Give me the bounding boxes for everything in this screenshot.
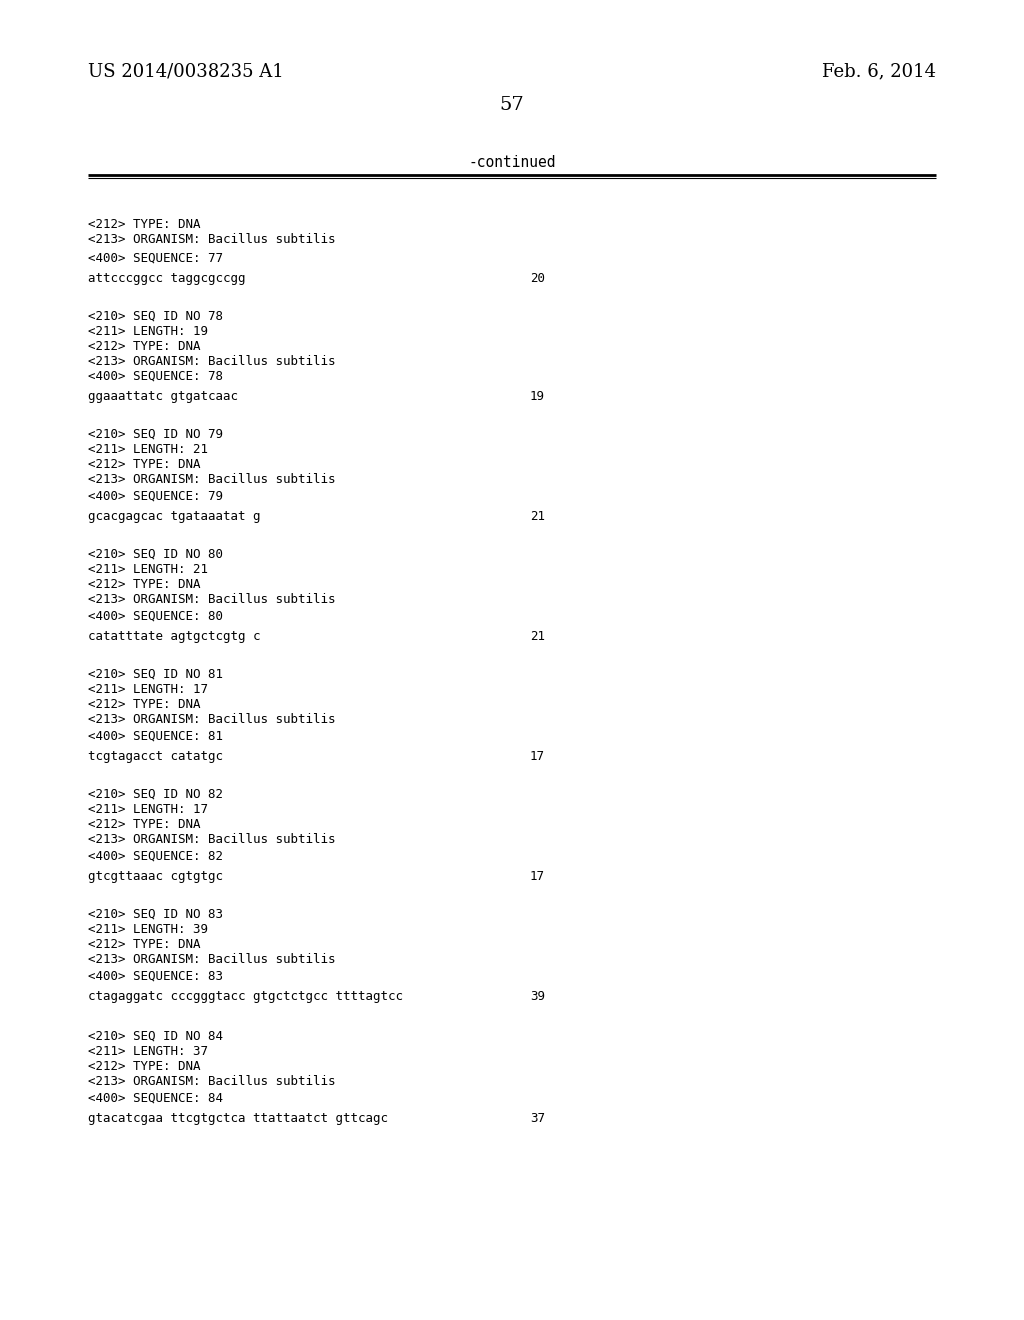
Text: <211> LENGTH: 17: <211> LENGTH: 17 [88, 803, 208, 816]
Text: attcccggcc taggcgccgg: attcccggcc taggcgccgg [88, 272, 246, 285]
Text: <212> TYPE: DNA: <212> TYPE: DNA [88, 698, 201, 711]
Text: <212> TYPE: DNA: <212> TYPE: DNA [88, 939, 201, 950]
Text: <400> SEQUENCE: 77: <400> SEQUENCE: 77 [88, 252, 223, 265]
Text: <213> ORGANISM: Bacillus subtilis: <213> ORGANISM: Bacillus subtilis [88, 234, 336, 246]
Text: 17: 17 [530, 750, 545, 763]
Text: <210> SEQ ID NO 81: <210> SEQ ID NO 81 [88, 668, 223, 681]
Text: <210> SEQ ID NO 83: <210> SEQ ID NO 83 [88, 908, 223, 921]
Text: <400> SEQUENCE: 84: <400> SEQUENCE: 84 [88, 1092, 223, 1105]
Text: gcacgagcac tgataaatat g: gcacgagcac tgataaatat g [88, 510, 260, 523]
Text: <210> SEQ ID NO 79: <210> SEQ ID NO 79 [88, 428, 223, 441]
Text: <212> TYPE: DNA: <212> TYPE: DNA [88, 578, 201, 591]
Text: <212> TYPE: DNA: <212> TYPE: DNA [88, 218, 201, 231]
Text: tcgtagacct catatgc: tcgtagacct catatgc [88, 750, 223, 763]
Text: <213> ORGANISM: Bacillus subtilis: <213> ORGANISM: Bacillus subtilis [88, 713, 336, 726]
Text: <211> LENGTH: 21: <211> LENGTH: 21 [88, 444, 208, 455]
Text: <211> LENGTH: 19: <211> LENGTH: 19 [88, 325, 208, 338]
Text: <211> LENGTH: 39: <211> LENGTH: 39 [88, 923, 208, 936]
Text: US 2014/0038235 A1: US 2014/0038235 A1 [88, 62, 284, 81]
Text: <400> SEQUENCE: 81: <400> SEQUENCE: 81 [88, 730, 223, 743]
Text: <213> ORGANISM: Bacillus subtilis: <213> ORGANISM: Bacillus subtilis [88, 355, 336, 368]
Text: ggaaattatc gtgatcaac: ggaaattatc gtgatcaac [88, 389, 238, 403]
Text: <211> LENGTH: 37: <211> LENGTH: 37 [88, 1045, 208, 1059]
Text: <400> SEQUENCE: 82: <400> SEQUENCE: 82 [88, 850, 223, 863]
Text: gtacatcgaa ttcgtgctca ttattaatct gttcagc: gtacatcgaa ttcgtgctca ttattaatct gttcagc [88, 1111, 388, 1125]
Text: <400> SEQUENCE: 83: <400> SEQUENCE: 83 [88, 970, 223, 983]
Text: <213> ORGANISM: Bacillus subtilis: <213> ORGANISM: Bacillus subtilis [88, 833, 336, 846]
Text: catatttate agtgctcgtg c: catatttate agtgctcgtg c [88, 630, 260, 643]
Text: <213> ORGANISM: Bacillus subtilis: <213> ORGANISM: Bacillus subtilis [88, 473, 336, 486]
Text: -continued: -continued [468, 154, 556, 170]
Text: ctagaggatc cccgggtacc gtgctctgcc ttttagtcc: ctagaggatc cccgggtacc gtgctctgcc ttttagt… [88, 990, 403, 1003]
Text: <212> TYPE: DNA: <212> TYPE: DNA [88, 818, 201, 832]
Text: <210> SEQ ID NO 78: <210> SEQ ID NO 78 [88, 310, 223, 323]
Text: 21: 21 [530, 630, 545, 643]
Text: <400> SEQUENCE: 80: <400> SEQUENCE: 80 [88, 610, 223, 623]
Text: 17: 17 [530, 870, 545, 883]
Text: <400> SEQUENCE: 79: <400> SEQUENCE: 79 [88, 490, 223, 503]
Text: 37: 37 [530, 1111, 545, 1125]
Text: 39: 39 [530, 990, 545, 1003]
Text: <213> ORGANISM: Bacillus subtilis: <213> ORGANISM: Bacillus subtilis [88, 1074, 336, 1088]
Text: <212> TYPE: DNA: <212> TYPE: DNA [88, 458, 201, 471]
Text: 57: 57 [500, 96, 524, 114]
Text: <210> SEQ ID NO 82: <210> SEQ ID NO 82 [88, 788, 223, 801]
Text: <400> SEQUENCE: 78: <400> SEQUENCE: 78 [88, 370, 223, 383]
Text: <211> LENGTH: 21: <211> LENGTH: 21 [88, 564, 208, 576]
Text: <213> ORGANISM: Bacillus subtilis: <213> ORGANISM: Bacillus subtilis [88, 953, 336, 966]
Text: <212> TYPE: DNA: <212> TYPE: DNA [88, 341, 201, 352]
Text: <212> TYPE: DNA: <212> TYPE: DNA [88, 1060, 201, 1073]
Text: <211> LENGTH: 17: <211> LENGTH: 17 [88, 682, 208, 696]
Text: gtcgttaaac cgtgtgc: gtcgttaaac cgtgtgc [88, 870, 223, 883]
Text: 19: 19 [530, 389, 545, 403]
Text: Feb. 6, 2014: Feb. 6, 2014 [822, 62, 936, 81]
Text: <210> SEQ ID NO 84: <210> SEQ ID NO 84 [88, 1030, 223, 1043]
Text: 20: 20 [530, 272, 545, 285]
Text: <210> SEQ ID NO 80: <210> SEQ ID NO 80 [88, 548, 223, 561]
Text: <213> ORGANISM: Bacillus subtilis: <213> ORGANISM: Bacillus subtilis [88, 593, 336, 606]
Text: 21: 21 [530, 510, 545, 523]
